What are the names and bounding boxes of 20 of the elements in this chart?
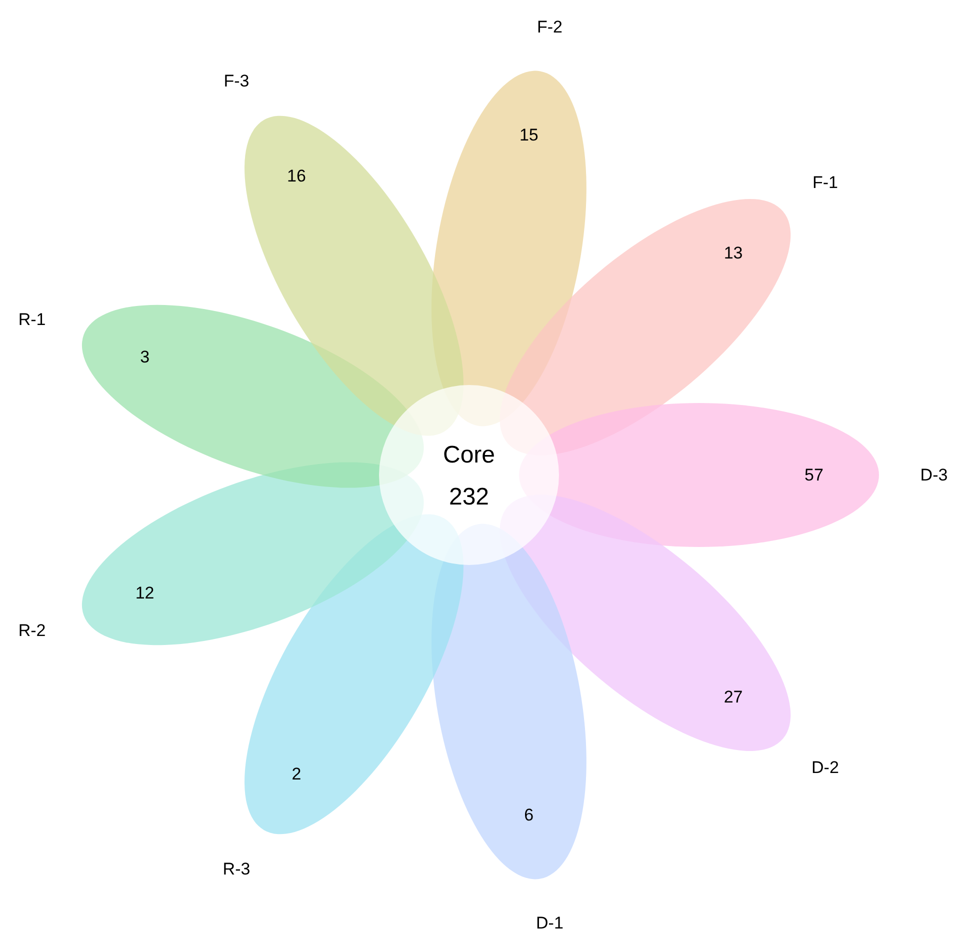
data-label: 15 (519, 126, 538, 145)
category-label: Core (442, 442, 496, 468)
data-label: 232 (448, 484, 490, 510)
category-label: F-1 (812, 173, 838, 192)
data-label: 3 (140, 348, 150, 367)
category-label: D-2 (812, 758, 839, 777)
data-label: 13 (724, 244, 743, 263)
category-label: F-2 (536, 17, 562, 36)
data-label: 2 (292, 764, 302, 784)
category-label: R-2 (18, 621, 46, 640)
data-label: 16 (287, 166, 306, 186)
category-label: R-1 (18, 310, 46, 329)
category-label: D-3 (920, 466, 948, 484)
category-label: R-3 (222, 860, 250, 879)
data-label: 57 (804, 466, 824, 484)
category-label: D-1 (536, 914, 564, 933)
data-label: 27 (724, 687, 743, 706)
category-label: F-3 (224, 71, 250, 90)
data-label: 6 (524, 805, 534, 824)
data-label: 12 (135, 583, 154, 602)
